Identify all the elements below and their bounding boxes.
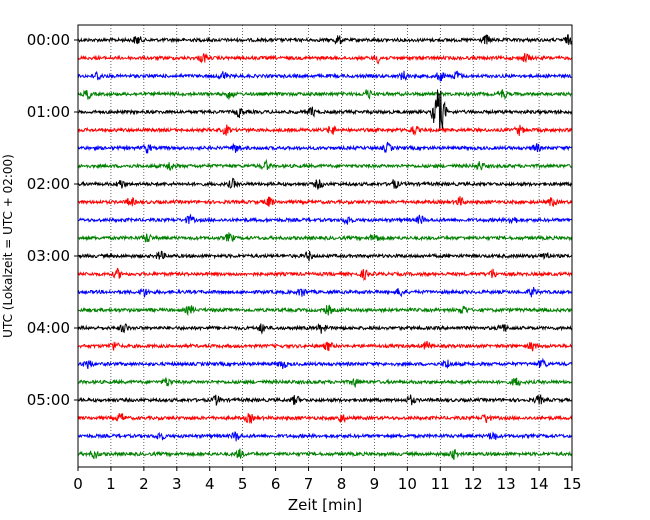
y-tick-label: 01:00 (27, 103, 70, 121)
seismogram-trace (77, 53, 573, 65)
x-tick-label: 7 (304, 475, 314, 493)
plot-area (78, 25, 572, 467)
x-axis-ticks: 0 1 2 3 4 5 6 7 8 9 10 11 12 13 14 15 (73, 467, 582, 493)
x-tick-label: 14 (530, 475, 549, 493)
x-tick-label: 1 (106, 475, 116, 493)
x-tick-label: 8 (337, 475, 347, 493)
seismogram-trace (77, 394, 573, 406)
seismogram-trace (77, 448, 573, 461)
seismogram-trace (78, 124, 573, 137)
seismogram-trace (77, 232, 573, 243)
x-tick-label: 3 (172, 475, 182, 493)
seismogram-trace (77, 177, 573, 190)
seismogram-trace (77, 89, 573, 101)
seismogram-trace (77, 322, 573, 335)
seismogram-trace (77, 286, 573, 298)
seismogram-trace (77, 340, 573, 352)
y-axis-label: UTC (Lokalzeit = UTC + 02:00) (1, 154, 15, 338)
y-tick-label: 03:00 (27, 247, 70, 265)
seismogram-trace (77, 34, 573, 45)
plot-frame (77, 24, 573, 468)
x-tick-label: 10 (398, 475, 417, 493)
x-tick-label: 15 (562, 475, 581, 493)
y-tick-label: 04:00 (27, 319, 70, 337)
seismogram-trace (77, 70, 573, 82)
x-tick-label: 0 (73, 475, 83, 493)
x-tick-label: 5 (238, 475, 248, 493)
seismogram-trace (77, 267, 573, 282)
seismogram-trace (77, 214, 573, 225)
seismogram-trace (77, 250, 573, 262)
y-tick-label: 02:00 (27, 175, 70, 193)
x-tick-label: 6 (271, 475, 281, 493)
trace-group (77, 34, 573, 461)
seismogram-trace (77, 377, 573, 388)
x-tick-label: 9 (370, 475, 380, 493)
x-tick-label: 4 (205, 475, 215, 493)
y-tick-label: 00:00 (27, 31, 70, 49)
x-axis-label: Zeit [min] (288, 496, 362, 514)
x-tick-label: 13 (497, 475, 516, 493)
y-axis-ticks: 00:00 01:00 02:00 03:00 04:00 05:00 (27, 31, 78, 409)
seismogram-trace (77, 413, 573, 425)
x-tick-label: 12 (464, 475, 483, 493)
seismogram-trace (77, 431, 573, 442)
x-tick-label: 11 (431, 475, 450, 493)
seismogram-trace (77, 141, 573, 154)
seismogram-trace (77, 158, 573, 172)
seismogram-trace (77, 196, 573, 208)
seismogram-trace (77, 357, 573, 370)
seismogram-trace (77, 89, 573, 132)
y-tick-label: 05:00 (27, 391, 70, 409)
seismogram-trace (77, 304, 573, 317)
x-tick-label: 2 (139, 475, 149, 493)
